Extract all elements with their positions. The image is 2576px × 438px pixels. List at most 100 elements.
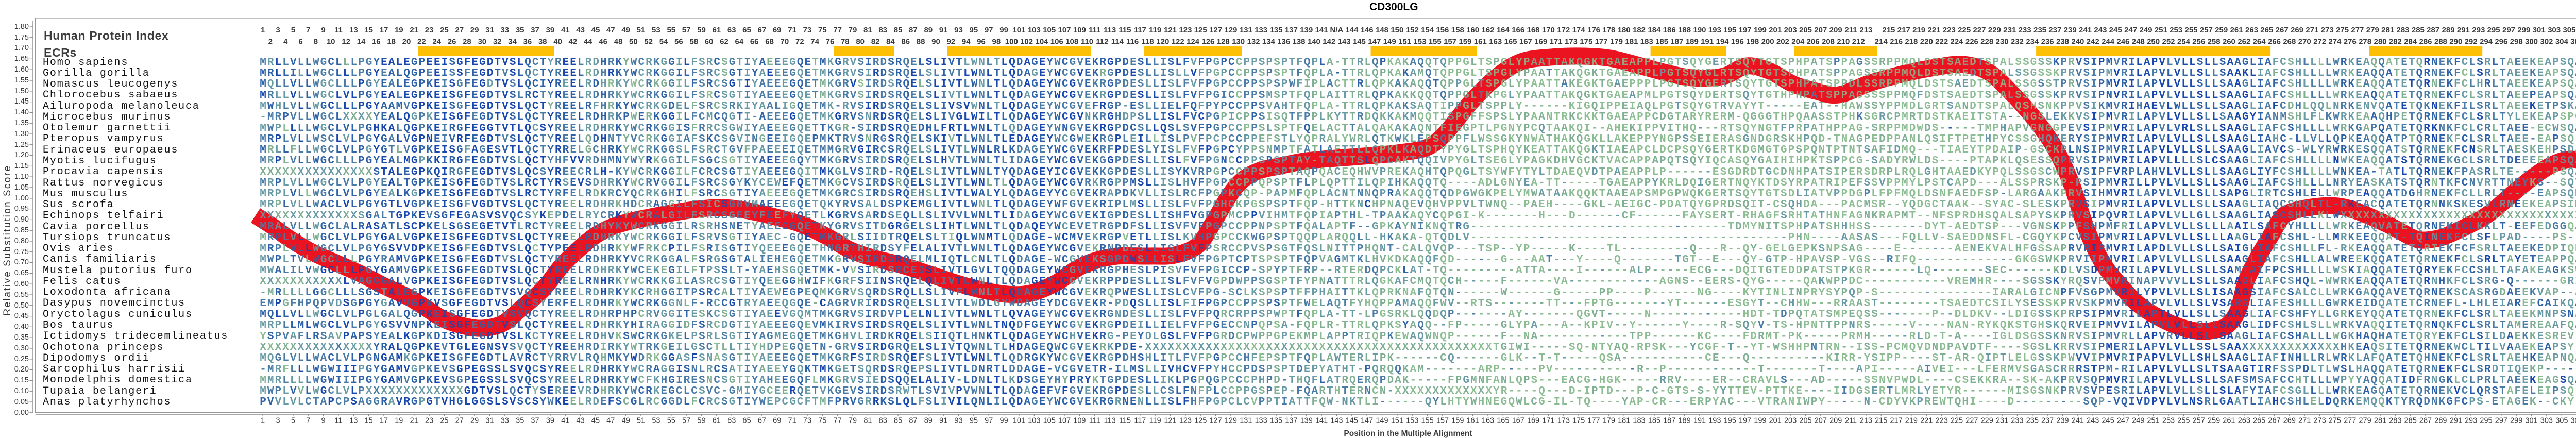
svg-text:161: 161 bbox=[1466, 417, 1479, 425]
svg-text:65: 65 bbox=[742, 26, 751, 35]
svg-text:144: 144 bbox=[1345, 26, 1359, 35]
svg-text:55: 55 bbox=[667, 26, 675, 35]
svg-text:126: 126 bbox=[1201, 38, 1214, 46]
svg-text:289: 289 bbox=[2434, 417, 2447, 425]
svg-text:291: 291 bbox=[2450, 417, 2462, 425]
svg-text:88: 88 bbox=[917, 38, 925, 46]
svg-text:247: 247 bbox=[2124, 26, 2137, 35]
svg-text:245: 245 bbox=[2102, 417, 2114, 425]
svg-text:131: 131 bbox=[1240, 417, 1252, 425]
svg-text:243: 243 bbox=[2087, 417, 2099, 425]
svg-text:267: 267 bbox=[2276, 26, 2289, 35]
svg-text:48: 48 bbox=[614, 38, 623, 46]
svg-text:65: 65 bbox=[742, 417, 751, 425]
svg-text:220: 220 bbox=[1920, 38, 1933, 46]
svg-text:290: 290 bbox=[2449, 38, 2462, 46]
svg-text:103: 103 bbox=[1028, 26, 1041, 35]
svg-text:6: 6 bbox=[298, 38, 302, 46]
svg-text:63: 63 bbox=[727, 26, 736, 35]
svg-text:182: 182 bbox=[1633, 26, 1646, 35]
svg-text:225: 225 bbox=[1951, 417, 1963, 425]
svg-text:218: 218 bbox=[1905, 38, 1918, 46]
svg-text:245: 245 bbox=[2109, 26, 2122, 35]
svg-text:8: 8 bbox=[314, 38, 318, 46]
svg-text:4: 4 bbox=[283, 38, 288, 46]
svg-text:287: 287 bbox=[2419, 417, 2432, 425]
svg-text:211: 211 bbox=[1844, 26, 1857, 35]
svg-text:277: 277 bbox=[2351, 26, 2364, 35]
svg-text:265: 265 bbox=[2253, 417, 2265, 425]
svg-text:152: 152 bbox=[1406, 26, 1419, 35]
svg-text:210: 210 bbox=[1837, 38, 1850, 46]
svg-text:139: 139 bbox=[1300, 26, 1313, 35]
svg-text:304: 304 bbox=[2555, 38, 2569, 46]
svg-text:176: 176 bbox=[1587, 26, 1600, 35]
svg-text:125: 125 bbox=[1194, 26, 1207, 35]
svg-text:197: 197 bbox=[1739, 417, 1751, 425]
svg-text:188: 188 bbox=[1678, 26, 1691, 35]
svg-text:3: 3 bbox=[276, 417, 280, 425]
svg-text:19: 19 bbox=[395, 417, 403, 425]
svg-text:253: 253 bbox=[2170, 26, 2182, 35]
svg-text:158: 158 bbox=[1451, 26, 1464, 35]
svg-text:97: 97 bbox=[985, 417, 993, 425]
svg-text:257: 257 bbox=[2193, 417, 2205, 425]
svg-text:67: 67 bbox=[758, 26, 767, 35]
svg-text:134: 134 bbox=[1262, 38, 1276, 46]
svg-text:222: 222 bbox=[1935, 38, 1948, 46]
svg-text:27: 27 bbox=[455, 417, 464, 425]
svg-text:106: 106 bbox=[1050, 38, 1063, 46]
svg-text:181: 181 bbox=[1625, 38, 1638, 46]
svg-text:46: 46 bbox=[599, 38, 607, 46]
svg-text:271: 271 bbox=[2306, 26, 2318, 35]
svg-text:135: 135 bbox=[1270, 417, 1282, 425]
svg-text:239: 239 bbox=[2056, 417, 2069, 425]
svg-text:83: 83 bbox=[879, 417, 887, 425]
svg-text:271: 271 bbox=[2298, 417, 2311, 425]
svg-text:N/A: N/A bbox=[1330, 26, 1343, 35]
svg-text:295: 295 bbox=[2487, 26, 2500, 35]
svg-text:59: 59 bbox=[697, 417, 705, 425]
svg-text:115: 115 bbox=[1119, 417, 1131, 425]
svg-text:283: 283 bbox=[2396, 26, 2409, 35]
svg-text:196: 196 bbox=[1731, 38, 1744, 46]
svg-text:17: 17 bbox=[380, 417, 388, 425]
svg-text:143: 143 bbox=[1338, 38, 1351, 46]
svg-text:31: 31 bbox=[485, 26, 494, 35]
svg-text:199: 199 bbox=[1754, 26, 1767, 35]
svg-text:29: 29 bbox=[470, 417, 479, 425]
svg-text:5: 5 bbox=[291, 417, 295, 425]
svg-text:121: 121 bbox=[1164, 26, 1177, 35]
svg-text:9: 9 bbox=[321, 417, 326, 425]
svg-text:93: 93 bbox=[954, 26, 963, 35]
svg-text:267: 267 bbox=[2268, 417, 2280, 425]
svg-text:74: 74 bbox=[810, 38, 819, 46]
svg-text:97: 97 bbox=[985, 26, 993, 35]
svg-text:292: 292 bbox=[2465, 38, 2478, 46]
svg-text:248: 248 bbox=[2132, 38, 2145, 46]
svg-text:231: 231 bbox=[2003, 26, 2016, 35]
svg-text:56: 56 bbox=[674, 38, 683, 46]
svg-text:256: 256 bbox=[2192, 38, 2205, 46]
svg-text:81: 81 bbox=[863, 417, 872, 425]
svg-text:41: 41 bbox=[561, 26, 570, 35]
svg-text:234: 234 bbox=[2026, 38, 2039, 46]
svg-text:295: 295 bbox=[2480, 417, 2492, 425]
svg-text:67: 67 bbox=[758, 417, 766, 425]
svg-text:43: 43 bbox=[577, 417, 585, 425]
svg-text:206: 206 bbox=[1807, 38, 1820, 46]
svg-text:249: 249 bbox=[2132, 417, 2144, 425]
svg-text:198: 198 bbox=[1746, 38, 1759, 46]
svg-text:21: 21 bbox=[410, 417, 418, 425]
svg-text:165: 165 bbox=[1504, 38, 1517, 46]
svg-text:99: 99 bbox=[1000, 417, 1008, 425]
svg-text:36: 36 bbox=[523, 38, 532, 46]
svg-text:177: 177 bbox=[1595, 38, 1608, 46]
svg-text:136: 136 bbox=[1277, 38, 1290, 46]
svg-text:209: 209 bbox=[1829, 26, 1842, 35]
svg-text:187: 187 bbox=[1663, 417, 1675, 425]
svg-text:66: 66 bbox=[750, 38, 759, 46]
svg-text:45: 45 bbox=[591, 417, 600, 425]
svg-text:138: 138 bbox=[1292, 38, 1305, 46]
svg-text:125: 125 bbox=[1194, 417, 1207, 425]
